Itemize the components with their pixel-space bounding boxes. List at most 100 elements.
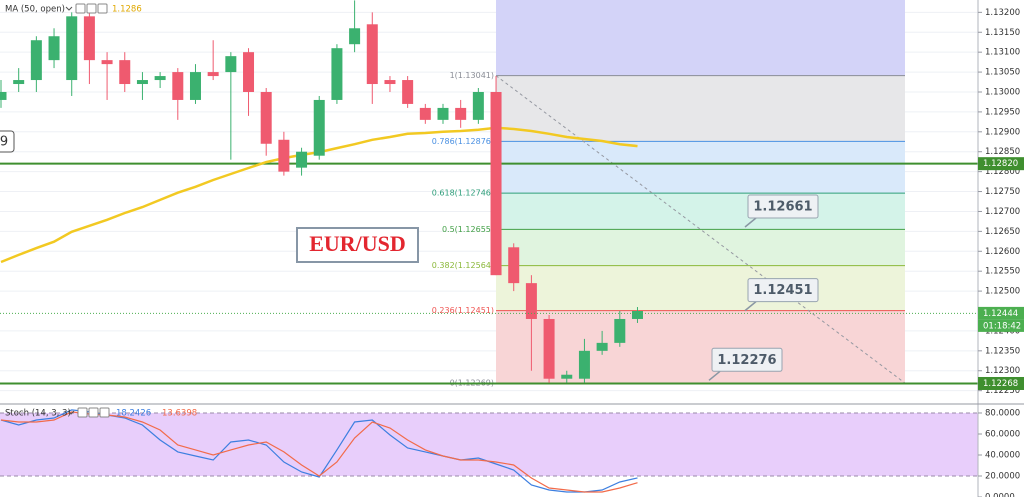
candle-body xyxy=(66,16,78,81)
y-tick-label: 1.13000 xyxy=(985,87,1020,97)
y-tick-label: 1.12800 xyxy=(985,167,1020,177)
candle-body xyxy=(419,107,431,120)
candle-body xyxy=(13,80,25,85)
callout-box xyxy=(747,278,819,303)
candle-body xyxy=(207,72,219,77)
candle-body xyxy=(614,318,626,343)
visibility-icon xyxy=(75,3,86,14)
fib-band xyxy=(496,141,905,194)
y-tick-label: 1.12350 xyxy=(985,346,1020,356)
fib-band xyxy=(496,229,905,266)
fib-level-label: 0.382(1.12564) xyxy=(432,261,494,270)
y-tick-label: 1.12750 xyxy=(985,187,1020,197)
candle-body xyxy=(154,76,166,81)
candle-body xyxy=(30,40,42,81)
candle-body xyxy=(278,139,290,172)
candle-body xyxy=(83,16,95,61)
price-tag xyxy=(978,157,1024,171)
price-tag-label: 1.12444 xyxy=(983,309,1018,319)
edge-label-box xyxy=(0,130,15,153)
candle-body xyxy=(384,80,396,85)
candle-body xyxy=(349,28,361,45)
visibility-icon xyxy=(77,407,88,418)
candle-body xyxy=(0,91,7,100)
price-tag-label: 1.12268 xyxy=(983,379,1018,389)
fib-level-label: 0.618(1.12746) xyxy=(432,189,494,198)
y-tick-label: 1.12600 xyxy=(985,247,1020,257)
callout-label: 1.12661 xyxy=(753,199,812,214)
remove-icon xyxy=(99,407,110,418)
y-tick-label: 1.12650 xyxy=(985,227,1020,237)
y-tick-label: 1.13100 xyxy=(985,48,1020,58)
candle-body xyxy=(472,91,484,120)
stoch-k-value: 18.2426 xyxy=(116,409,151,419)
fib-band xyxy=(496,193,905,230)
candle-body xyxy=(331,48,343,100)
candle-body xyxy=(366,24,378,85)
candle-body xyxy=(578,350,590,379)
y-tick-label: 1.12500 xyxy=(985,287,1020,297)
candle-body xyxy=(561,374,573,379)
stoch-d-value: 13.6398 xyxy=(162,409,197,419)
candle-body xyxy=(543,318,555,379)
y-tick-label: 1.12550 xyxy=(985,267,1020,277)
edge-label: 9 xyxy=(0,135,8,150)
candle-body xyxy=(313,99,325,156)
y-tick-label: 1.12250 xyxy=(985,386,1020,396)
y-tick-label: 1.13150 xyxy=(985,28,1020,38)
candle-body xyxy=(119,60,131,85)
fib-band xyxy=(496,75,905,142)
price-tag xyxy=(978,376,1024,390)
y-tick-label: 80.0000 xyxy=(985,408,1020,418)
candle-body xyxy=(455,107,467,120)
y-tick-label: 1.12700 xyxy=(985,207,1020,217)
candle-body xyxy=(402,80,414,104)
y-tick-label: 40.0000 xyxy=(985,450,1020,460)
candle-body xyxy=(260,91,272,144)
fib-level-label: 0.786(1.12876) xyxy=(432,137,494,146)
y-tick-label: 1.12850 xyxy=(985,147,1020,157)
price-tag-label: 1.12820 xyxy=(983,159,1018,169)
stoch-band xyxy=(0,412,978,476)
ma-last-value: 1.1286 xyxy=(112,5,142,15)
candle-body xyxy=(596,342,608,351)
callout-label: 1.12276 xyxy=(717,353,776,368)
candle-body xyxy=(437,107,449,120)
ma-legend-label: MA (50, open) xyxy=(5,5,65,15)
chart-title: EUR/USD xyxy=(309,231,406,256)
candle-body xyxy=(48,36,60,61)
dropdown-icon xyxy=(67,410,75,415)
settings-icon xyxy=(88,407,99,418)
y-tick-label: 1.12950 xyxy=(985,107,1020,117)
dropdown-icon xyxy=(65,6,73,11)
candle-body xyxy=(525,283,537,319)
fib-band xyxy=(496,265,905,311)
title-box xyxy=(296,227,419,263)
candle-body xyxy=(631,311,643,319)
callout-label: 1.12451 xyxy=(753,283,812,298)
fib-level-label: 0.236(1.12451) xyxy=(432,306,494,315)
fib-level-label: 0.5(1.12655) xyxy=(442,225,494,234)
y-tick-label: 1.13200 xyxy=(985,8,1020,18)
y-tick-label: 20.0000 xyxy=(985,471,1020,481)
fib-band xyxy=(496,310,905,384)
plot-layer: 1(1.13041) 0.786(1.12876) 0.618(1.12746) 0.… xyxy=(0,0,978,493)
callout-pointer xyxy=(708,370,721,381)
candle-body xyxy=(490,91,502,276)
candle-body xyxy=(508,247,520,284)
candle-body xyxy=(101,60,113,65)
countdown-tag xyxy=(978,319,1024,332)
candle-body xyxy=(136,80,148,85)
y-tick-label: 60.0000 xyxy=(985,429,1020,439)
y-tick-label: 1.12900 xyxy=(985,127,1020,137)
price-tag xyxy=(978,306,1024,320)
countdown-label: 01:18:42 xyxy=(983,321,1021,331)
candle-body xyxy=(172,72,184,100)
y-tick-label: 1.13050 xyxy=(985,68,1020,78)
fib-trend-line xyxy=(495,75,906,384)
candle-body xyxy=(189,72,201,100)
candle-body xyxy=(225,56,237,73)
fib-band xyxy=(496,0,905,76)
